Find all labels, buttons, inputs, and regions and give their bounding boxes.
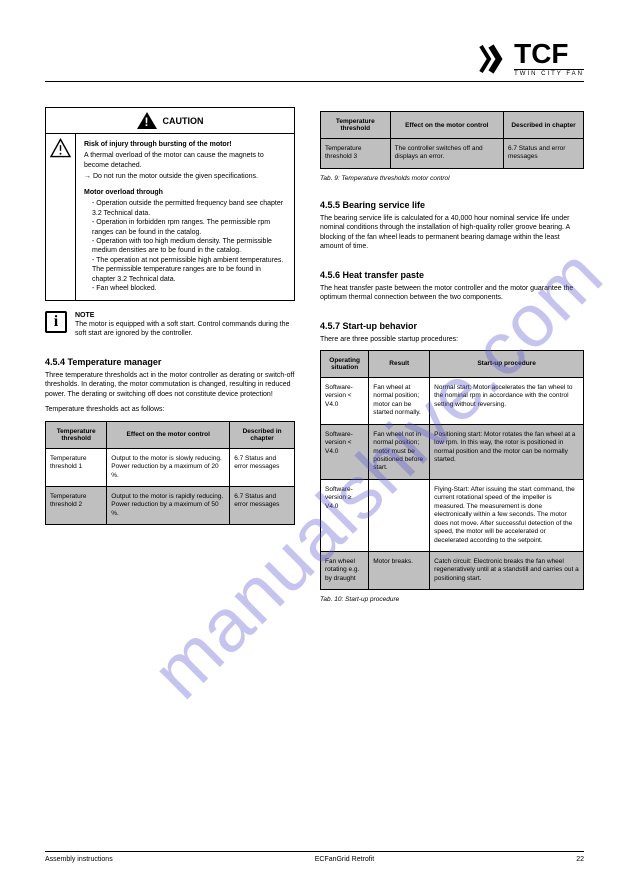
table-cell: Output to the motor is slowly reducing. … bbox=[107, 448, 230, 486]
note-heading: NOTE bbox=[75, 311, 295, 320]
footer-right: 22 bbox=[576, 856, 584, 863]
table-cell: The controller switches off and displays… bbox=[390, 139, 503, 169]
startup-table: Operating situation Result Start-up proc… bbox=[320, 350, 584, 590]
table-header: Effect on the motor control bbox=[390, 112, 503, 139]
table-cell: Normal start: Motor accelerates the fan … bbox=[430, 377, 584, 424]
table-cell: 6.7 Status and error messages bbox=[503, 139, 583, 169]
table-cell: Software-version < V4.0 bbox=[321, 377, 369, 424]
table-cell: Temperature threshold 3 bbox=[321, 139, 391, 169]
table-cell: Fan wheel rotating e.g. by draught bbox=[321, 551, 369, 589]
table-header: Described in chapter bbox=[503, 112, 583, 139]
caution-instr: Do not run the motor outside the given s… bbox=[93, 173, 258, 180]
right-column: Temperature threshold Effect on the moto… bbox=[320, 107, 584, 603]
table-header: Result bbox=[369, 350, 430, 377]
temperature-table-2: Temperature threshold Effect on the moto… bbox=[320, 111, 584, 169]
header: TCF TWIN CITY FAN bbox=[45, 40, 584, 82]
logo-chevron-icon bbox=[479, 44, 509, 74]
caution-icon-cell bbox=[46, 134, 76, 300]
table-cell: Output to the motor is rapidly reducing.… bbox=[107, 486, 230, 524]
footer: Assembly instructions ECFanGrid Retrofit… bbox=[45, 851, 584, 863]
caution-sub: Motor overload through bbox=[84, 188, 286, 197]
hazard-icon bbox=[50, 138, 71, 158]
table-cell: Flying-Start: After issuing the start co… bbox=[430, 479, 584, 551]
info-icon: i bbox=[45, 311, 67, 333]
logo-sub-text: TWIN CITY FAN bbox=[514, 69, 584, 77]
caution-header: CAUTION bbox=[46, 108, 294, 134]
caution-list: Operation outside the permitted frequenc… bbox=[84, 199, 286, 293]
caution-item: Operation with too high medium density. … bbox=[92, 237, 286, 256]
table-caption: Tab. 9: Temperature thresholds motor con… bbox=[320, 175, 584, 182]
caution-box: CAUTION Risk of injury through bursting … bbox=[45, 107, 295, 301]
section-heading: 4.5.7 Start-up behavior bbox=[320, 321, 584, 331]
table-cell: Temperature threshold 1 bbox=[46, 448, 107, 486]
footer-center: ECFanGrid Retrofit bbox=[315, 856, 375, 863]
section-heading: 4.5.5 Bearing service life bbox=[320, 200, 584, 210]
table-intro: Temperature thresholds act as follows: bbox=[45, 405, 295, 414]
table-cell: Fan wheel at normal position; motor can … bbox=[369, 377, 430, 424]
footer-left: Assembly instructions bbox=[45, 856, 113, 863]
note-row: i NOTE The motor is equipped with a soft… bbox=[45, 311, 295, 339]
table-cell: Positioning start: Motor rotates the fan… bbox=[430, 424, 584, 479]
caution-item: Operation outside the permitted frequenc… bbox=[92, 199, 286, 218]
warning-icon bbox=[137, 112, 157, 129]
table-header: Effect on the motor control bbox=[107, 421, 230, 448]
caution-text: Risk of injury through bursting of the m… bbox=[76, 134, 294, 300]
caution-item: Operation in forbidden rpm ranges. The p… bbox=[92, 218, 286, 237]
table-cell: Software-version < V4.0 bbox=[321, 424, 369, 479]
body-text: The bearing service life is calculated f… bbox=[320, 214, 584, 252]
table-header: Operating situation bbox=[321, 350, 369, 377]
section-heading: 4.5.4 Temperature manager bbox=[45, 357, 295, 367]
note-text: The motor is equipped with a soft start.… bbox=[75, 321, 289, 337]
table-cell bbox=[369, 479, 430, 551]
body-text: Three temperature thresholds act in the … bbox=[45, 371, 295, 399]
table-cell: 6.7 Status and error messages bbox=[230, 448, 295, 486]
table-cell: Catch circuit: Electronic breaks the fan… bbox=[430, 551, 584, 589]
body-text: There are three possible startup procedu… bbox=[320, 335, 584, 344]
table-cell: Motor breaks. bbox=[369, 551, 430, 589]
body-text: The heat transfer paste between the moto… bbox=[320, 284, 584, 303]
section-heading: 4.5.6 Heat transfer paste bbox=[320, 270, 584, 280]
table-header: Temperature threshold bbox=[46, 421, 107, 448]
caution-heading: Risk of injury through bursting of the m… bbox=[84, 141, 232, 148]
caution-item: Fan wheel blocked. bbox=[92, 284, 286, 293]
table-cell: Software-version ≥ V4.0 bbox=[321, 479, 369, 551]
temperature-table-1: Temperature threshold Effect on the moto… bbox=[45, 421, 295, 526]
caution-p1: A thermal overload of the motor can caus… bbox=[84, 151, 286, 170]
table-header: Start-up procedure bbox=[430, 350, 584, 377]
caution-title: CAUTION bbox=[163, 116, 204, 126]
table-cell: Temperature threshold 2 bbox=[46, 486, 107, 524]
table-header: Described in chapter bbox=[230, 421, 295, 448]
left-column: CAUTION Risk of injury through bursting … bbox=[45, 107, 295, 603]
table-caption: Tab. 10: Start-up procedure bbox=[320, 596, 584, 603]
table-header: Temperature threshold bbox=[321, 112, 391, 139]
logo-main-text: TCF bbox=[514, 40, 584, 68]
tcf-logo: TCF TWIN CITY FAN bbox=[479, 40, 584, 77]
table-cell: Fan wheel not in normal position; motor … bbox=[369, 424, 430, 479]
caution-item: The operation at not permissible high am… bbox=[92, 256, 286, 284]
table-cell: 6.7 Status and error messages bbox=[230, 486, 295, 524]
